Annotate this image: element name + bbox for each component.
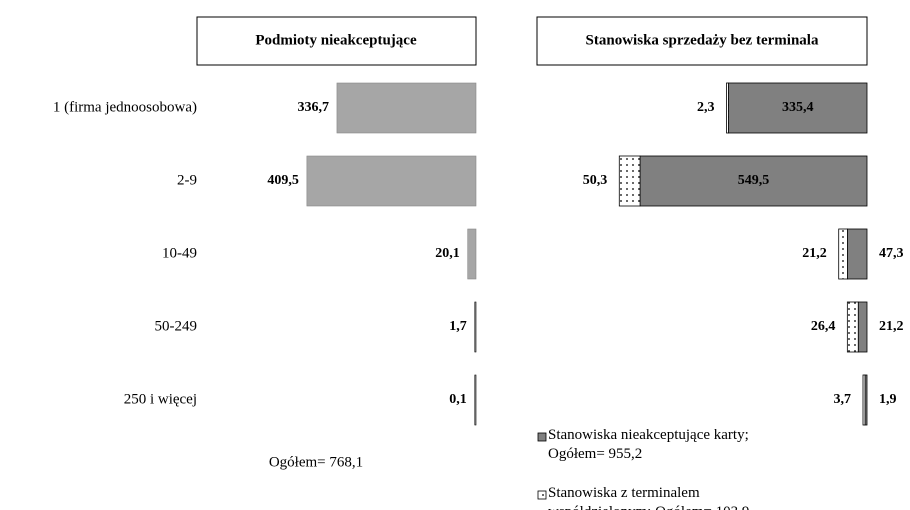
category-label: 250 i więcej	[124, 391, 197, 407]
category-label: 50-249	[155, 318, 198, 334]
bar-segment	[726, 82, 729, 134]
panel-title: Podmioty nieakceptujące	[255, 32, 417, 48]
value-label: 21,2	[802, 246, 827, 261]
value-label: 1,9	[879, 392, 897, 407]
bar-segment	[728, 82, 868, 134]
value-label: 1,7	[449, 319, 467, 334]
bar	[306, 155, 477, 207]
legend-item: Stanowiska z terminalem współdzielonym; …	[548, 485, 749, 510]
bar-segment	[857, 301, 868, 353]
value-label: 0,1	[449, 392, 467, 407]
category-label: 2-9	[177, 172, 197, 188]
bar	[474, 374, 477, 426]
header-box	[196, 16, 477, 66]
panel-title: Stanowiska sprzedaży bez terminala	[586, 32, 819, 48]
header-box	[536, 16, 868, 66]
bar	[336, 82, 477, 134]
bar-segment	[846, 301, 859, 353]
value-label: 47,3	[879, 246, 904, 261]
value-label: 50,3	[583, 173, 608, 188]
category-label: 10-49	[162, 245, 197, 261]
value-label: 3,7	[834, 392, 852, 407]
legend-label: Stanowiska z terminalem współdzielonym; …	[548, 485, 749, 510]
legend-marker	[537, 490, 547, 500]
value-label: 335,4	[782, 100, 814, 115]
legend-item: Stanowiska nieakceptujące karty; Ogółem=…	[548, 427, 749, 462]
bar	[474, 301, 477, 353]
bar-segment	[847, 228, 868, 280]
value-label: 409,5	[267, 173, 299, 188]
bar	[467, 228, 477, 280]
bar-segment	[838, 228, 848, 280]
legend-marker	[537, 432, 547, 442]
value-label: 26,4	[811, 319, 836, 334]
value-label: 2,3	[697, 100, 715, 115]
value-label: 20,1	[435, 246, 460, 261]
annotation: Ogółem= 768,1	[269, 454, 363, 470]
bar-segment	[639, 155, 868, 207]
bar-segment	[862, 374, 866, 426]
value-label: 549,5	[738, 173, 770, 188]
legend-label: Stanowiska nieakceptujące karty; Ogółem=…	[548, 427, 749, 462]
value-label: 21,2	[879, 319, 904, 334]
bar-segment	[618, 155, 641, 207]
value-label: 336,7	[297, 100, 329, 115]
category-label: 1 (firma jednoosobowa)	[53, 99, 197, 115]
